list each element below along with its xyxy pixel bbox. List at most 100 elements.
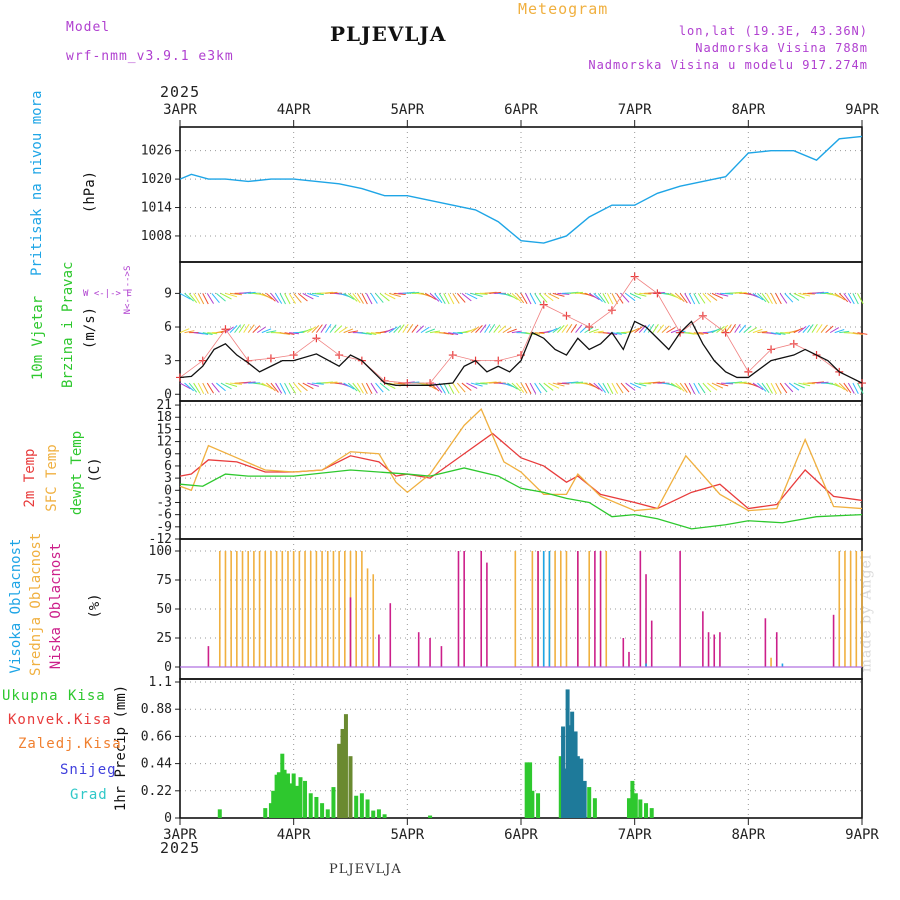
ytick-label-temp: -6 — [156, 508, 172, 523]
wind-direction-arrow — [652, 324, 659, 333]
wind-direction-arrow — [620, 382, 630, 393]
legend-freezing-rain: Zaledj.Kisa — [18, 736, 122, 752]
wind-direction-arrow — [843, 293, 852, 304]
wind-direction-arrow — [798, 292, 811, 297]
wind-direction-arrow — [593, 382, 603, 392]
wind-direction-arrow — [834, 292, 846, 301]
wind-direction-arrow — [775, 382, 782, 394]
xtick-label-bottom: 5APR — [390, 827, 424, 843]
wind-direction-arrow — [697, 382, 706, 394]
wind-direction-arrow — [275, 293, 283, 304]
wind-direction-arrow — [538, 293, 548, 303]
precip-bar — [359, 793, 364, 818]
precip-bar — [217, 809, 222, 818]
wind-direction-arrow — [534, 293, 542, 304]
wind-direction-arrow — [702, 293, 712, 303]
xtick-label-top: 5APR — [390, 102, 424, 118]
wind-direction-arrow — [225, 292, 238, 298]
ytick-label-temp: -9 — [156, 520, 172, 535]
wind-direction-arrow — [679, 382, 688, 393]
ytick-label-wind: 0 — [164, 387, 172, 402]
wind-direction-arrow — [752, 292, 764, 301]
precip-bar — [575, 756, 580, 818]
wind-direction-arrow — [479, 324, 487, 333]
wind-direction-arrow — [225, 382, 238, 387]
wind-direction-arrow — [475, 325, 483, 333]
precip-bar — [288, 783, 293, 818]
precip-bar — [528, 762, 533, 818]
precip-bar — [282, 769, 287, 818]
ytick-label-temp: -3 — [156, 495, 172, 510]
wind-direction-arrow — [639, 382, 652, 385]
ytick-label-cloud: 0 — [164, 660, 172, 675]
wind-direction-arrow — [216, 382, 226, 392]
wind-direction-arrow — [816, 324, 823, 333]
precip-bar — [331, 787, 336, 818]
wind-direction-arrow — [443, 332, 454, 336]
precip-bar — [428, 815, 433, 818]
wind-direction-arrow — [507, 328, 517, 334]
wind-direction-arrow — [406, 324, 414, 333]
wind-direction-arrow — [429, 330, 441, 334]
wind-direction-arrow — [575, 324, 583, 333]
wind-direction-arrow — [511, 293, 522, 302]
wind-direction-arrow — [466, 382, 478, 389]
wind-direction-arrow — [289, 332, 300, 335]
wind-direction-arrow — [416, 325, 425, 333]
wind-direction-arrow — [207, 332, 218, 335]
footer-station: PLJEVLJA — [329, 862, 402, 877]
wind-direction-arrow — [361, 332, 372, 336]
precip-bar — [268, 803, 273, 818]
wind-direction-arrow — [857, 332, 868, 335]
wind-direction-arrow — [307, 292, 319, 298]
wind-direction-arrow — [784, 382, 794, 393]
model-label: Model — [66, 20, 111, 35]
wind-direction-arrow — [770, 293, 777, 305]
wind-direction-arrow — [675, 293, 685, 303]
wind-direction-arrow — [402, 323, 409, 333]
wind-direction-arrow — [370, 382, 378, 394]
wind-direction-arrow — [534, 332, 545, 335]
wind-direction-arrow — [675, 382, 685, 392]
wind-direction-arrow — [288, 293, 296, 304]
wind-direction-arrow — [266, 382, 276, 392]
wind-direction-arrow — [475, 382, 488, 385]
wind-direction-arrow — [352, 293, 361, 304]
ytick-label-precip: 1.1 — [149, 675, 172, 690]
precip-bar — [567, 725, 572, 818]
wind-direction-arrow — [347, 382, 358, 392]
wind-direction-arrow — [347, 293, 358, 302]
wind-direction-arrow — [802, 324, 810, 333]
ytick-label-temp: 0 — [164, 483, 172, 498]
wind-direction-arrow — [757, 382, 767, 392]
wind-direction-arrow — [370, 293, 378, 304]
wind-direction-arrow — [570, 324, 577, 333]
wind-direction-arrow — [202, 382, 209, 394]
wind-direction-arrow — [811, 323, 818, 333]
model-altitude-label: Nadmorska Visina u modelu 917.274m — [588, 58, 868, 72]
wind-direction-arrow — [707, 292, 718, 301]
wind-direction-arrow — [243, 323, 250, 333]
precip-bar — [348, 756, 353, 818]
wind-direction-arrow — [729, 323, 736, 333]
wind-direction-arrow — [770, 332, 781, 336]
wind-direction-arrow — [284, 332, 295, 335]
temp-line-0 — [179, 432, 863, 510]
wind-direction-arrow — [757, 293, 767, 303]
wind-direction-arrow — [375, 382, 384, 393]
wind-direction-arrow — [670, 292, 682, 301]
ytick-label-precip: 0.22 — [141, 784, 172, 799]
ytick-label-precip: 0.66 — [141, 729, 172, 744]
wind-direction-arrow — [311, 292, 324, 296]
xtick-label-top: 7APR — [618, 102, 652, 118]
meteogram-title: Meteogram — [518, 0, 609, 18]
wind-direction-arrow — [293, 293, 302, 303]
wind-direction-arrow — [352, 382, 361, 393]
wind-direction-arrow — [297, 382, 308, 392]
wind-direction-arrow — [716, 382, 729, 387]
wind-direction-arrow — [197, 293, 205, 305]
wind-direction-arrow — [493, 324, 501, 333]
wind-direction-arrow — [497, 325, 506, 333]
wind-direction-arrow — [361, 382, 368, 394]
wind-direction-arrow — [397, 324, 405, 333]
